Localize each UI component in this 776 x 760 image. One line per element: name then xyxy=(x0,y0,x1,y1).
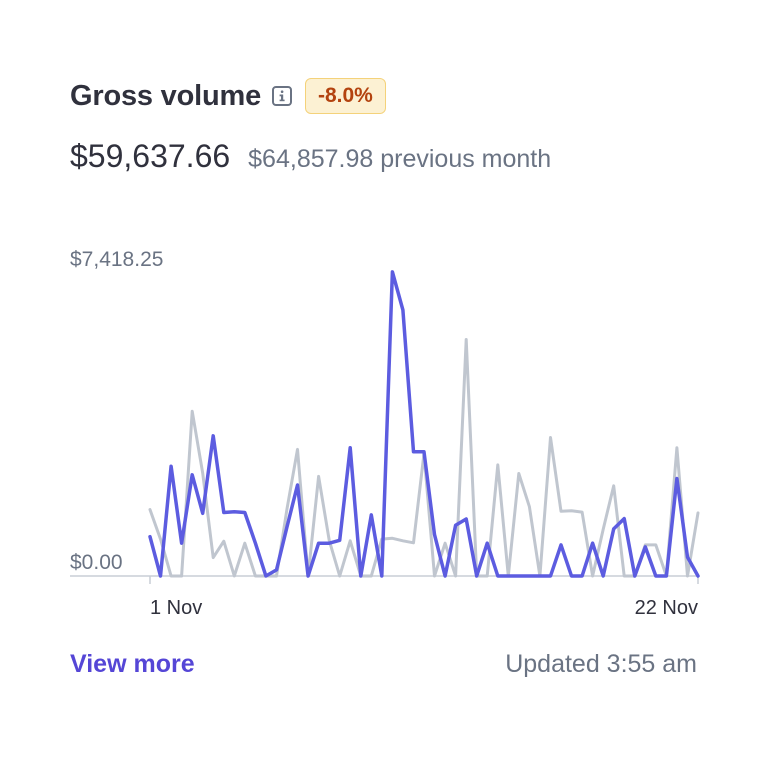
x-tick-label-end: 22 Nov xyxy=(635,597,698,619)
view-more-link[interactable]: View more xyxy=(70,650,195,678)
previous-amount: $64,857.98 previous month xyxy=(248,145,552,173)
title-row: Gross volume -8.0% xyxy=(70,76,386,116)
card-title: Gross volume xyxy=(70,79,261,112)
current-amount: $59,637.66 xyxy=(70,138,231,174)
y-tick-label-max: $7,418.25 xyxy=(70,248,163,271)
updated-text: Updated 3:55 am xyxy=(505,650,697,678)
x-tick-label-start: 1 Nov xyxy=(150,597,202,619)
current-period-line xyxy=(148,270,700,578)
info-icon[interactable] xyxy=(271,85,293,107)
change-badge: -8.0% xyxy=(305,78,386,114)
y-tick-label-zero: $0.00 xyxy=(70,551,123,574)
amount-row: $59,637.66 $64,857.98 previous month xyxy=(70,138,551,175)
